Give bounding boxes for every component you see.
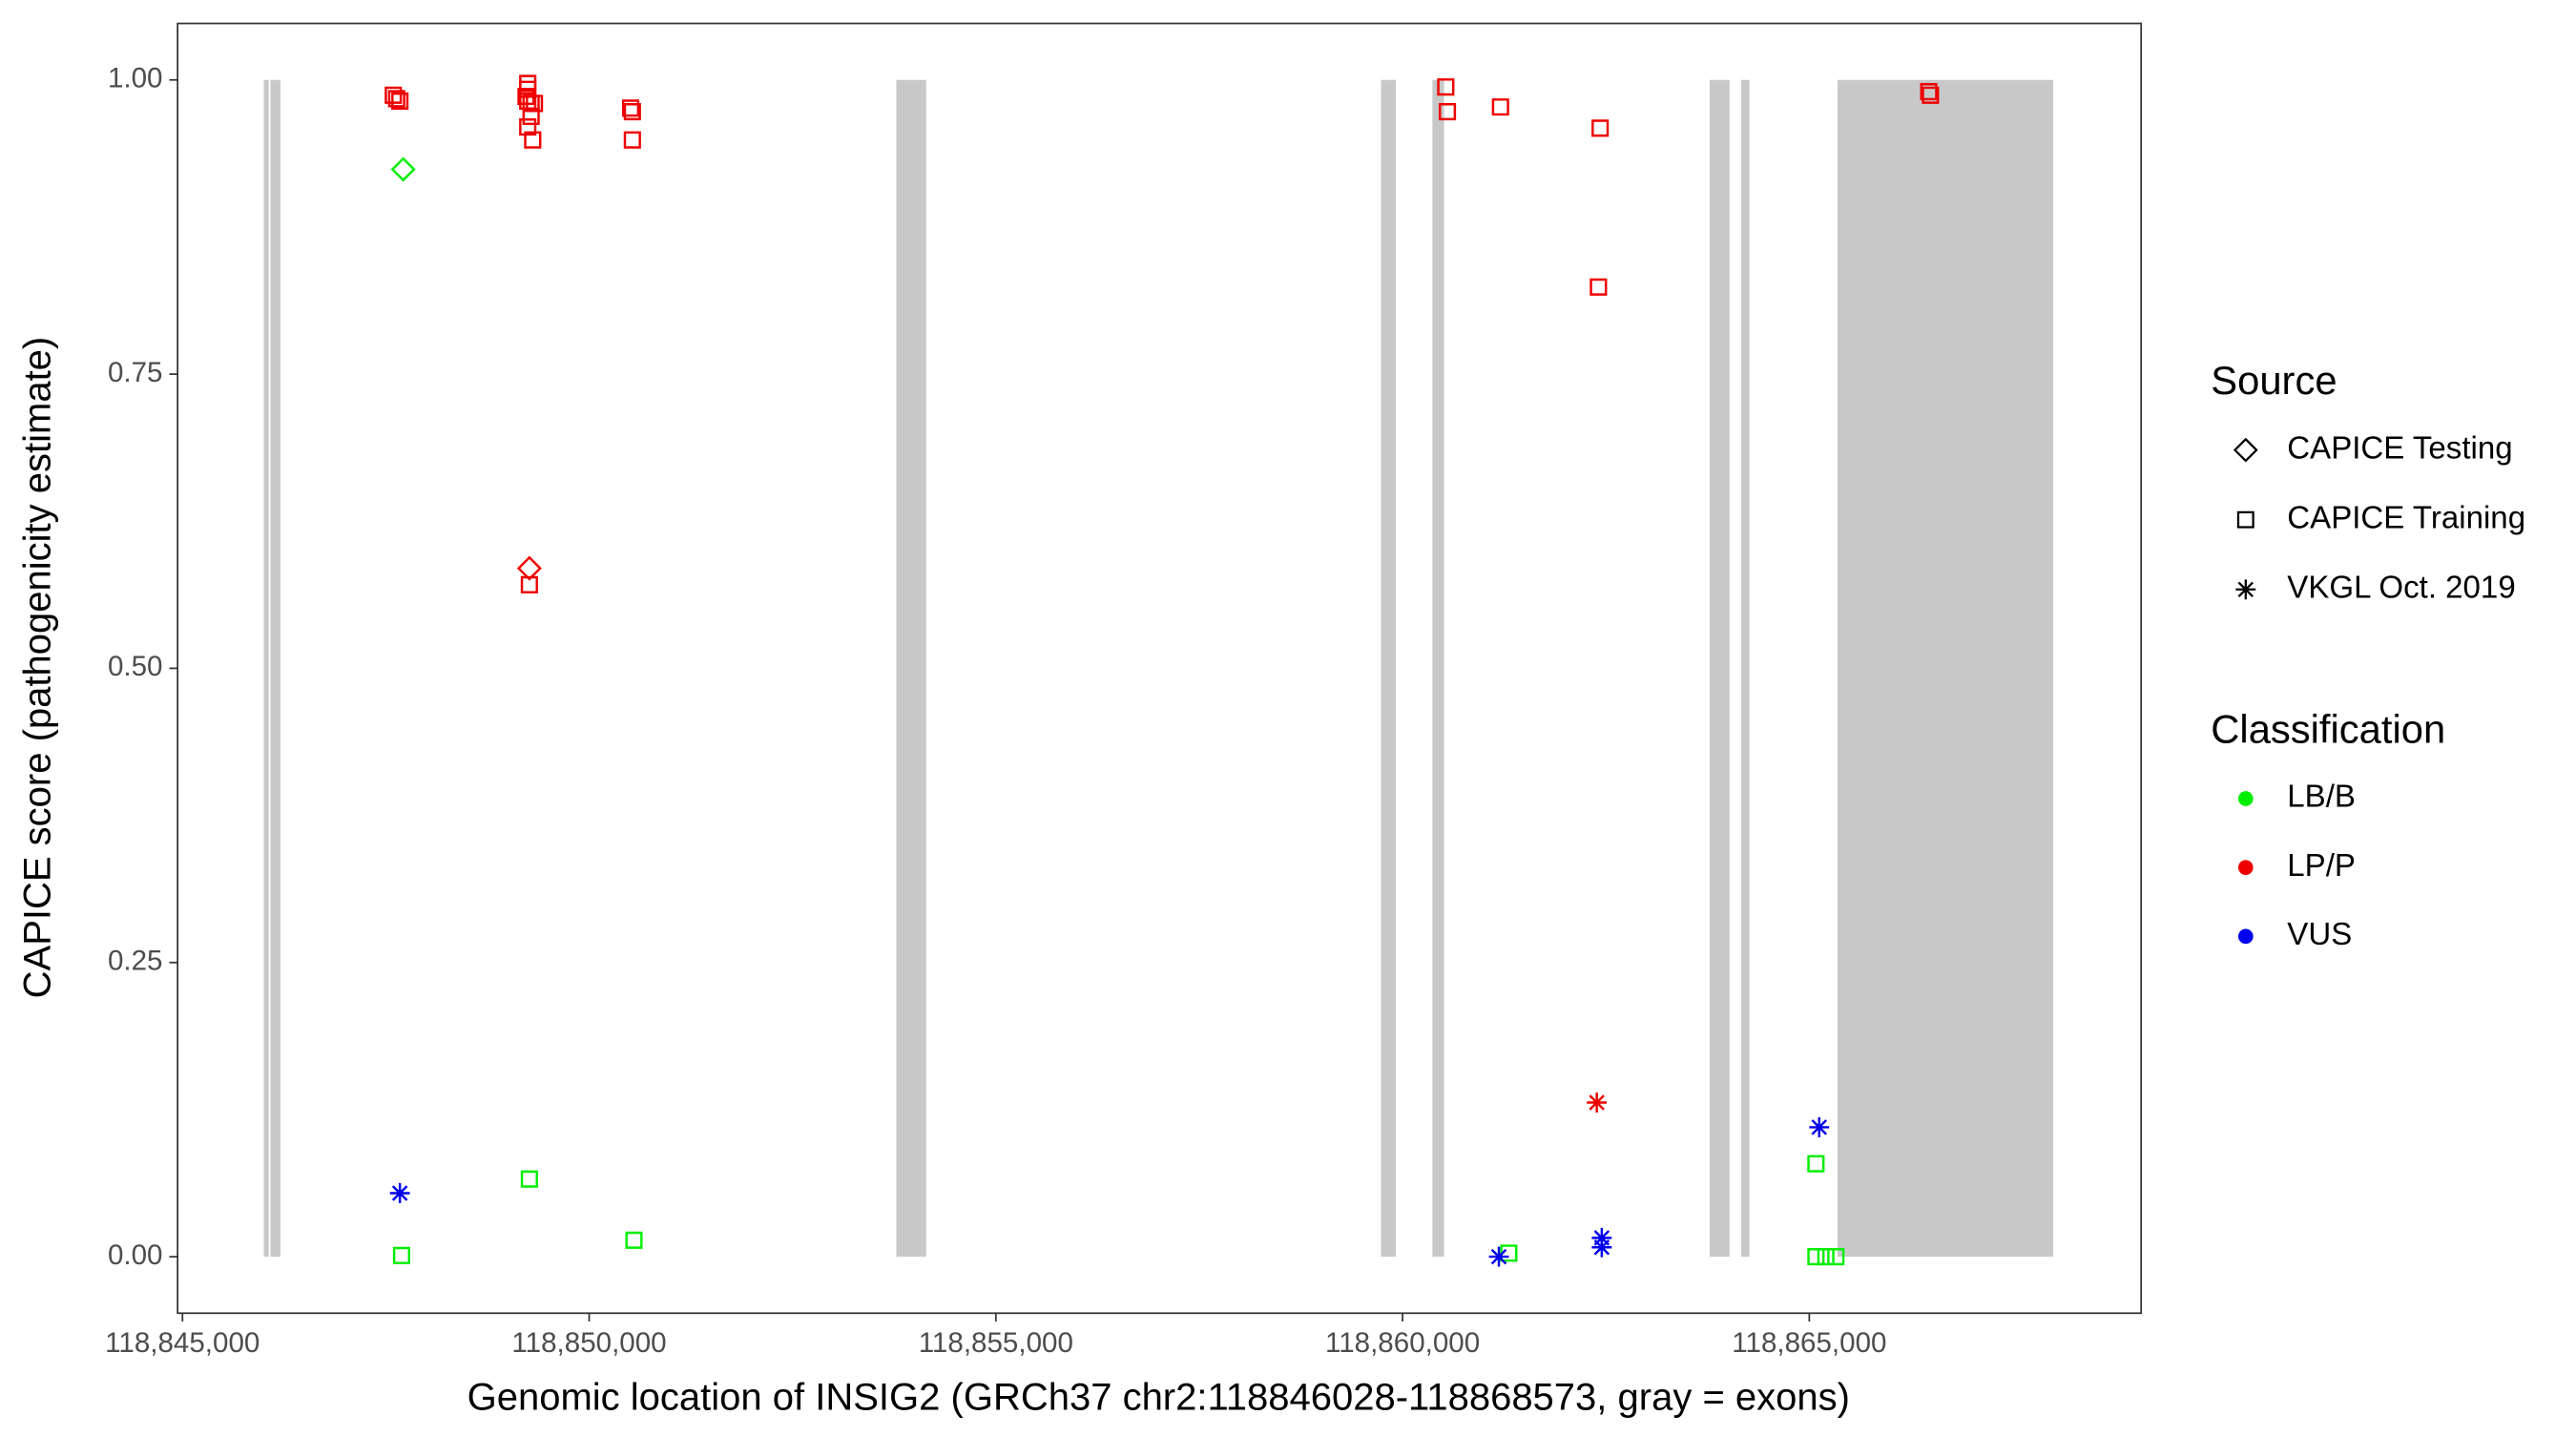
exon: [263, 79, 269, 1258]
y-axis-title: CAPICE score (pathogenicity estimate): [16, 337, 58, 999]
legend-label: VUS: [2287, 917, 2352, 952]
x-tick-label: 118,865,000: [1732, 1327, 1886, 1359]
point: [1922, 86, 1940, 104]
legend-label: CAPICE Testing: [2287, 430, 2512, 466]
legend-label: CAPICE Training: [2287, 500, 2525, 535]
legend-symbol: [2233, 437, 2258, 463]
legend-symbol: [2237, 860, 2254, 876]
legend-title: Source: [2211, 358, 2337, 403]
point: [1809, 1116, 1830, 1137]
legend-symbol: [2237, 791, 2254, 806]
point: [391, 92, 409, 110]
y-tick-label: 0.50: [108, 651, 163, 682]
point: [1437, 78, 1455, 96]
x-axis-title: Genomic location of INSIG2 (GRCh37 chr2:…: [467, 1376, 1850, 1418]
exon: [896, 79, 926, 1258]
y-tick-label: 1.00: [108, 63, 163, 94]
point: [1491, 98, 1509, 116]
point: [389, 1183, 410, 1203]
point: [526, 94, 544, 113]
point: [524, 131, 542, 149]
point: [1920, 83, 1938, 101]
point: [1587, 1093, 1608, 1113]
x-tick-label: 118,860,000: [1325, 1327, 1480, 1359]
point: [520, 575, 538, 593]
x-tick-label: 118,845,000: [105, 1327, 260, 1359]
point: [1589, 278, 1608, 296]
exon: [1432, 79, 1444, 1258]
exon: [1837, 79, 2054, 1258]
point: [1488, 1246, 1509, 1267]
point: [520, 1170, 538, 1188]
y-tick-label: 0.00: [108, 1239, 163, 1271]
point: [517, 87, 535, 106]
point: [1827, 1248, 1845, 1266]
point: [392, 1246, 410, 1264]
legend-symbol: [2236, 510, 2254, 529]
legend-symbol: [2235, 579, 2256, 600]
point: [1439, 103, 1457, 121]
point: [623, 103, 641, 121]
point: [1591, 1237, 1612, 1258]
x-tick-label: 118,855,000: [919, 1327, 1073, 1359]
legend-label: LP/P: [2287, 848, 2356, 884]
point: [623, 131, 641, 149]
point: [1591, 119, 1610, 137]
point: [621, 99, 640, 117]
exon: [1710, 79, 1730, 1258]
point: [390, 156, 416, 182]
point: [516, 555, 542, 581]
point: [519, 118, 537, 136]
point: [384, 86, 403, 104]
legend-title: Classification: [2211, 706, 2445, 751]
exon: [270, 79, 280, 1258]
legend-symbol: [2237, 928, 2254, 945]
exon: [1741, 79, 1750, 1258]
y-tick-label: 0.25: [108, 946, 163, 977]
point: [625, 1231, 643, 1249]
y-tick-label: 0.75: [108, 357, 163, 388]
point: [387, 90, 405, 108]
legend-label: VKGL Oct. 2019: [2287, 571, 2515, 606]
x-tick-label: 118,850,000: [511, 1327, 666, 1359]
exon: [1381, 79, 1397, 1258]
point: [1807, 1155, 1825, 1173]
legend-label: LB/B: [2287, 780, 2356, 815]
